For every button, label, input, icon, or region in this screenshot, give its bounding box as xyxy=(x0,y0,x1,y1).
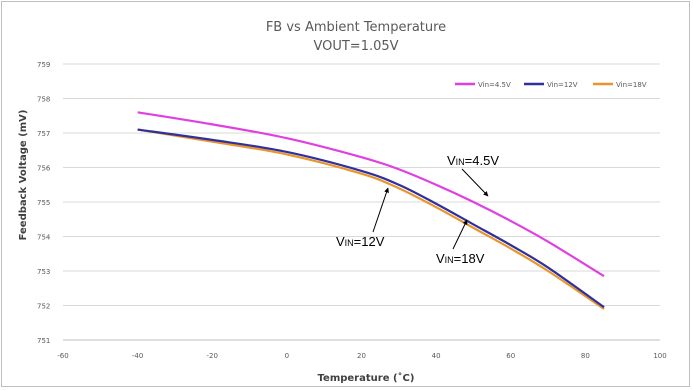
y-tick-label: 759 xyxy=(37,61,50,69)
chart-subtitle: VOUT=1.05V xyxy=(313,39,398,54)
x-tick-label: -40 xyxy=(132,352,143,360)
y-tick-label: 752 xyxy=(37,303,50,311)
gridlines xyxy=(63,63,660,341)
x-tick-label: -20 xyxy=(207,352,218,360)
x-tick-label: 100 xyxy=(653,352,666,360)
y-tick-label: 754 xyxy=(37,234,51,242)
legend: Vin=4.5V Vin=12V Vin=18V xyxy=(455,81,647,89)
annotation-label: VIN=12V xyxy=(336,234,385,249)
x-tick-label: 20 xyxy=(357,352,366,360)
y-axis-title: Feedback Voltage (mV) xyxy=(18,110,29,241)
x-tick-label: 60 xyxy=(506,352,515,360)
y-axis-ticks: 751 752 753 754 755 756 757 758 759 xyxy=(37,61,51,345)
y-tick-label: 756 xyxy=(37,165,51,173)
y-tick-label: 753 xyxy=(37,268,50,276)
annotation-arrow xyxy=(461,168,489,197)
series-line xyxy=(137,111,605,278)
y-tick-label: 755 xyxy=(37,199,50,207)
series-lines xyxy=(137,111,605,310)
x-tick-label: 0 xyxy=(285,352,289,360)
series-line xyxy=(137,128,605,310)
y-tick-label: 751 xyxy=(37,337,50,345)
chart-title: FB vs Ambient Temperature xyxy=(266,20,446,35)
x-tick-label: 80 xyxy=(581,352,590,360)
annotations: VIN=4.5V VIN=12V VIN=18V xyxy=(336,153,499,266)
annotation-label: VIN=4.5V xyxy=(447,153,499,168)
y-tick-label: 758 xyxy=(37,96,50,104)
legend-label: Vin=12V xyxy=(547,81,578,89)
annotation-arrow xyxy=(372,187,389,233)
y-tick-label: 757 xyxy=(37,130,50,138)
x-tick-label: 40 xyxy=(432,352,441,360)
x-axis-ticks: -60 -40 -20 0 20 40 60 80 100 xyxy=(57,352,666,360)
x-tick-label: -60 xyxy=(57,352,68,360)
annotation-label: VIN=18V xyxy=(436,251,485,266)
x-axis-title: Temperature (˚C) xyxy=(318,372,415,384)
annotation-arrow xyxy=(452,219,468,250)
legend-label: Vin=18V xyxy=(616,81,647,89)
legend-label: Vin=4.5V xyxy=(478,81,511,89)
series-line xyxy=(137,128,605,309)
